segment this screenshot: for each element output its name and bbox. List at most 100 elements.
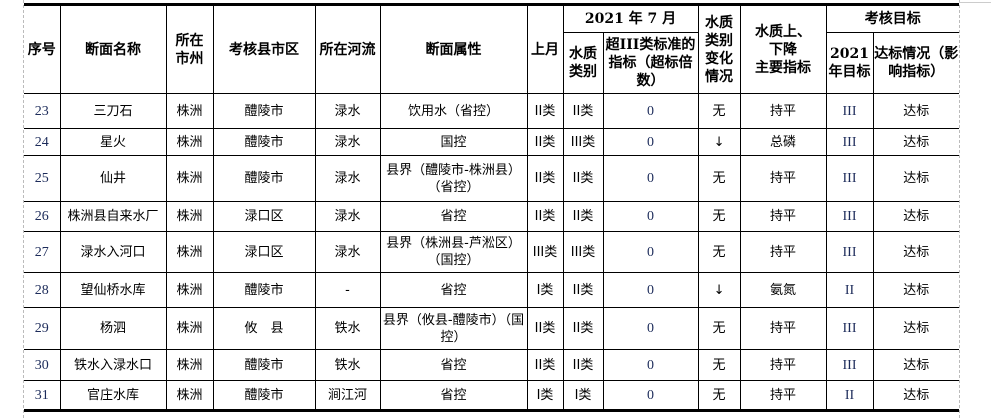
cell-seq: 25	[24, 155, 61, 202]
header-river: 所在河流	[314, 4, 381, 94]
table-row: 27 渌水入河口 株洲 渌口区 渌水 县界（株洲县-芦淞区）（国控） III类 III类 0 无持…	[24, 231, 960, 273]
cell-target: III	[825, 231, 874, 273]
cell-river: 渌水	[314, 128, 381, 156]
water-quality-table: 序号 断面名称 所在 市州 考核县市区 所在河流 断面属性 上月 2021 年 …	[24, 3, 960, 412]
cell-index: 持平	[739, 349, 827, 381]
cell-name: 株洲县自来水厂	[59, 201, 167, 232]
cell-cls: II类	[562, 201, 604, 232]
cell-seq: 30	[24, 349, 61, 381]
cell-attr: 县界（攸县-醴陵市）（国控）	[379, 307, 528, 350]
cell-status: 达标	[872, 93, 960, 129]
cell-seq: 24	[24, 128, 61, 156]
header-last-month: 上月	[526, 4, 564, 94]
cell-cls: I类	[562, 380, 604, 411]
cell-last: II类	[526, 128, 564, 156]
cell-status: 达标	[872, 155, 960, 202]
cell-last: II类	[526, 93, 564, 129]
cell-river: 涧江河	[314, 380, 381, 411]
cell-last: I类	[526, 272, 564, 308]
cell-status: 达标	[872, 128, 960, 156]
cell-target: III	[825, 128, 874, 156]
cell-cls: III类	[562, 231, 604, 273]
cell-change: 无	[697, 307, 741, 350]
cell-seq: 23	[24, 93, 61, 129]
page-margin-guide-top	[959, 2, 991, 3]
cell-county: 渌口区	[212, 231, 316, 273]
cell-name: 三刀石	[59, 93, 167, 129]
cell-city: 株洲	[165, 155, 214, 202]
cell-target: III	[825, 155, 874, 202]
cell-name: 铁水入渌水口	[59, 349, 167, 381]
cell-index: 持平	[739, 201, 827, 232]
cell-river: 渌水	[314, 201, 381, 232]
cell-river: 渌水	[314, 231, 381, 273]
cell-exceed: 0	[602, 231, 699, 273]
cell-status: 达标	[872, 272, 960, 308]
cell-city: 株洲	[165, 231, 214, 273]
page-margin-guide-right	[959, 0, 960, 418]
cell-county: 醴陵市	[212, 128, 316, 156]
cell-name: 渌水入河口	[59, 231, 167, 273]
cell-river: 渌水	[314, 93, 381, 129]
cell-county: 醴陵市	[212, 93, 316, 129]
cell-target: III	[825, 93, 874, 129]
table-row: 29 杨泗 株洲攸 县铁水 县界（攸县-醴陵市）（国控） II类 II类 0 无持平 III 达标	[24, 307, 960, 350]
cell-county: 醴陵市	[212, 272, 316, 308]
header-attribute: 断面属性	[379, 4, 528, 94]
cell-exceed: 0	[602, 307, 699, 350]
cell-cls: III类	[562, 128, 604, 156]
cell-exceed: 0	[602, 155, 699, 202]
cell-attr: 饮用水（省控）	[379, 93, 528, 129]
header-section-name: 断面名称	[59, 4, 167, 94]
cell-name: 星火	[59, 128, 167, 156]
cell-target: III	[825, 349, 874, 381]
cell-last: III类	[526, 231, 564, 273]
header-county: 考核县市区	[212, 4, 316, 94]
header-city: 所在 市州	[165, 4, 214, 94]
cell-target: III	[825, 307, 874, 350]
cell-river: -	[314, 272, 381, 308]
cell-change: 无	[697, 231, 741, 273]
cell-seq: 27	[24, 231, 61, 273]
header-seq: 序号	[24, 4, 61, 94]
header-exceed: 超III类标准的指标（超标倍数）	[602, 32, 699, 94]
cell-attr: 省控	[379, 272, 528, 308]
cell-status: 达标	[872, 307, 960, 350]
cell-change: 无	[697, 201, 741, 232]
cell-index: 持平	[739, 380, 827, 411]
cell-seq: 29	[24, 307, 61, 350]
cell-cls: II类	[562, 349, 604, 381]
cell-seq: 31	[24, 380, 61, 411]
cell-seq: 28	[24, 272, 61, 308]
cell-county: 攸 县	[212, 307, 316, 350]
cell-attr: 县界（株洲县-芦淞区）（国控）	[379, 231, 528, 273]
cell-status: 达标	[872, 349, 960, 381]
cell-city: 株洲	[165, 349, 214, 381]
cell-target: III	[825, 201, 874, 232]
cell-last: II类	[526, 307, 564, 350]
header-class-change: 水质类别变化情况	[697, 4, 741, 94]
table-row: 28 望仙桥水库 株洲 醴陵市 - 省控 I类 II类 0 ↓ 氨氮 II 达标	[24, 272, 960, 308]
cell-status: 达标	[872, 201, 960, 232]
cell-change: 无	[697, 155, 741, 202]
cell-index: 持平	[739, 93, 827, 129]
cell-name: 仙井	[59, 155, 167, 202]
cell-last: II类	[526, 201, 564, 232]
table-row: 26 株洲县自来水厂 株洲 渌口区 渌水 省控 II类 II类 0 无持平 III 达标	[24, 201, 960, 232]
cell-seq: 26	[24, 201, 61, 232]
cell-attr: 省控	[379, 201, 528, 232]
cell-last: II类	[526, 155, 564, 202]
cell-change: 无	[697, 380, 741, 411]
header-target-2021: 2021 年目标	[825, 32, 874, 94]
cell-county: 醴陵市	[212, 155, 316, 202]
table-row: 31 官庄水库 株洲 醴陵市 涧江河 省控 I类 I类 0 无持平 II 达标	[24, 380, 960, 411]
header-target-group: 考核目标	[825, 4, 960, 33]
cell-county: 醴陵市	[212, 349, 316, 381]
cell-status: 达标	[872, 380, 960, 411]
cell-attr: 县界（醴陵市-株洲县）（省控）	[379, 155, 528, 202]
cell-city: 株洲	[165, 380, 214, 411]
cell-target: II	[825, 380, 874, 411]
cell-attr: 省控	[379, 349, 528, 381]
cell-last: I类	[526, 380, 564, 411]
cell-city: 株洲	[165, 201, 214, 232]
